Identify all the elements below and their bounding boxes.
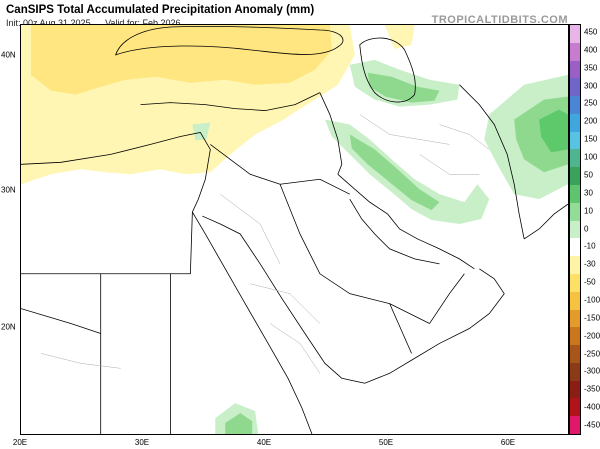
brand-watermark: TROPICALTIDBITS.COM [431,14,568,26]
colorbar-label: 450 [584,27,598,37]
dry-anomaly-core [30,25,332,95]
colorbar-cell [570,380,580,399]
colorbar-cell [570,78,580,97]
colorbar-label: -300 [584,366,600,376]
colorbar-label: -50 [584,277,596,287]
lon-label-30e: 30E [134,438,150,447]
colorbar-cell [570,238,580,257]
colorbar-label: 50 [584,170,593,180]
colorbar-cell [570,256,580,275]
colorbar-label: -150 [584,313,600,323]
colorbar-label: 350 [584,63,598,73]
map-panel [20,24,569,435]
colorbar-label: 400 [584,45,598,55]
colorbar-cell [570,167,580,186]
colorbar-cell [570,327,580,346]
colorbar [569,24,581,435]
colorbar-label: 30 [584,188,593,198]
lat-label-20n: 20N [1,322,16,332]
chart-subtitle: Init: 00z Aug 31 2025 Valid for: Feb 202… [6,18,192,28]
colorbar-cell [570,149,580,168]
colorbar-label: -30 [584,259,596,269]
lat-label-40n: 40N [1,50,16,60]
colorbar-cell [570,113,580,133]
colorbar-cell [570,398,580,417]
lon-label-20e: 20E [12,438,28,447]
colorbar-cell [570,416,580,435]
colorbar-cell [570,273,580,293]
colorbar-cell [570,309,580,328]
colorbar-cell [570,220,580,239]
colorbar-cell [570,96,580,115]
init-time: Init: 00z Aug 31 2025 [6,18,91,28]
colorbar-label: 100 [584,152,598,162]
colorbar-cell [570,42,580,62]
colorbar-cell [570,60,580,79]
colorbar-label: 0 [584,224,589,233]
wet-anomaly-east-strong [539,109,568,153]
colorbar-cell [570,291,580,311]
admin-subdivisions [40,114,490,374]
colorbar-label: 10 [584,206,593,216]
colorbar-cell [570,345,580,364]
country-borders [21,25,568,434]
wet-anomaly-caspian-core [367,72,440,103]
colorbar-label: -250 [584,349,600,359]
colorbar-cell [570,202,580,222]
wet-anomaly-horn-core [225,413,253,434]
wet-anomaly-zagros [324,119,490,225]
chart-title: CanSIPS Total Accumulated Precipitation … [6,4,315,16]
colorbar-label: 250 [584,98,598,108]
colorbar-label: 200 [584,116,598,126]
colorbar-label: -400 [584,402,600,412]
valid-time: Valid for: Feb 2026 [105,18,181,28]
dry-anomaly-west [30,94,91,155]
lon-label-40e: 40E [256,438,272,447]
lon-label-50e: 50E [378,438,394,447]
colorbar-label: -100 [584,295,600,305]
lon-label-60e: 60E [500,438,516,447]
colorbar-cell [570,25,580,44]
colorbar-label: -200 [584,331,600,341]
colorbar-cell [570,362,580,382]
dry-anomaly-north-caspian [384,25,415,49]
colorbar-label: 300 [584,81,598,91]
wet-anomaly-levant [192,122,211,141]
colorbar-cell [570,185,580,204]
lat-label-30n: 30N [1,185,16,195]
colorbar-label: -350 [584,384,600,394]
colorbar-label: -10 [584,241,596,251]
wet-anomaly-zagros-core [349,134,440,211]
colorbar-label: 150 [584,134,598,144]
colorbar-cell [570,131,580,150]
colorbar-label: -450 [584,420,600,430]
precip-anomaly-map [21,25,568,434]
